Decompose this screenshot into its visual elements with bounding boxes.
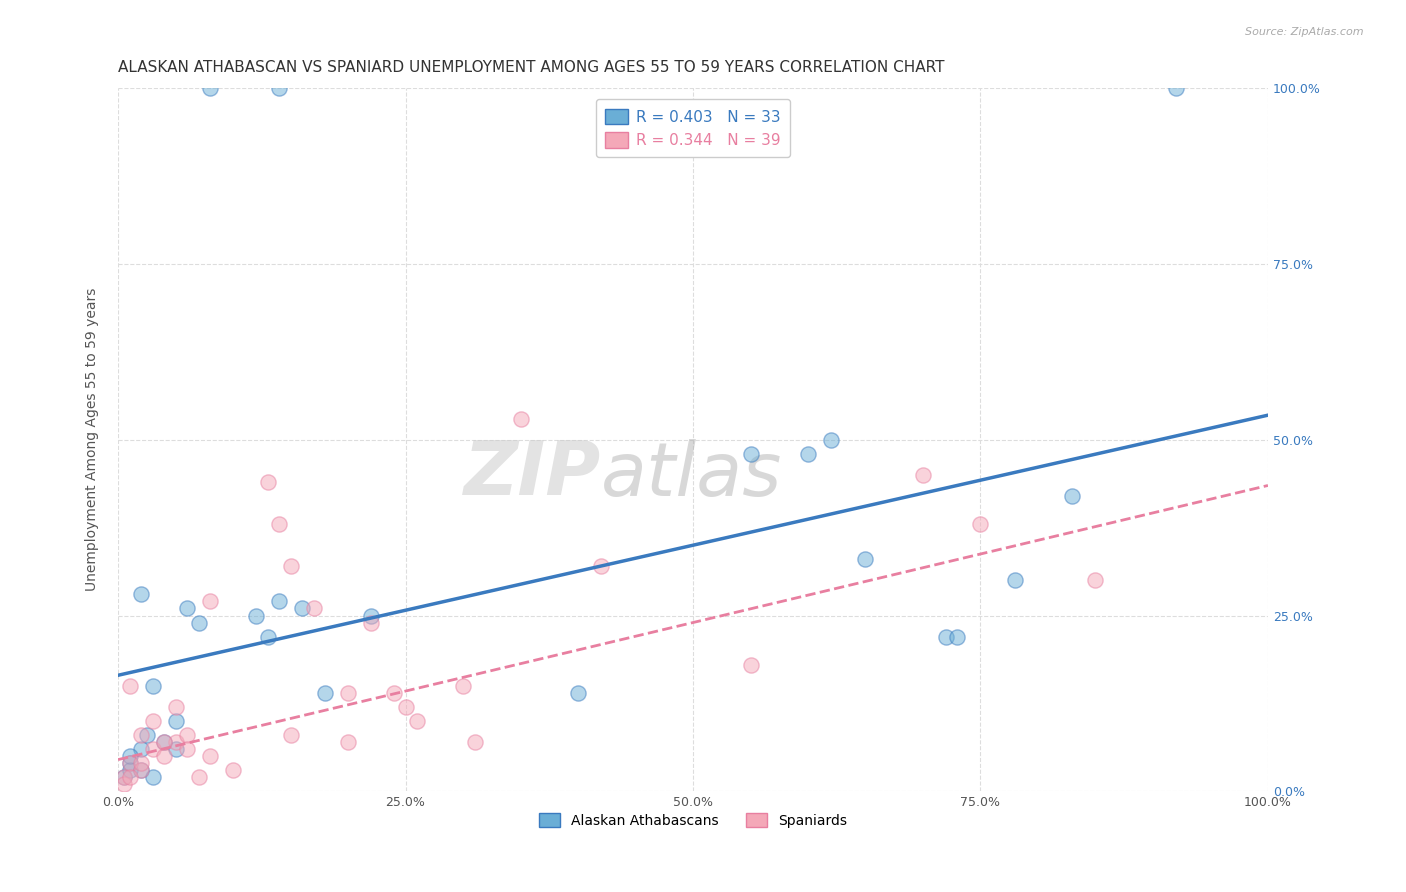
- Point: [911, 467, 934, 482]
- Point: [382, 686, 405, 700]
- Point: [176, 601, 198, 615]
- Point: [509, 411, 531, 425]
- Point: [360, 615, 382, 630]
- Text: ZIP: ZIP: [464, 438, 600, 511]
- Point: [855, 552, 877, 566]
- Point: [337, 686, 360, 700]
- Point: [118, 763, 141, 777]
- Point: [112, 770, 135, 784]
- Point: [394, 699, 416, 714]
- Point: [112, 777, 135, 791]
- Point: [129, 587, 152, 601]
- Point: [129, 763, 152, 777]
- Point: [1164, 81, 1187, 95]
- Point: [198, 81, 221, 95]
- Point: [969, 517, 991, 532]
- Point: [1004, 574, 1026, 588]
- Point: [165, 735, 187, 749]
- Point: [567, 686, 589, 700]
- Point: [153, 735, 176, 749]
- Point: [302, 601, 325, 615]
- Point: [740, 657, 762, 672]
- Point: [129, 756, 152, 771]
- Point: [141, 714, 163, 728]
- Point: [267, 594, 290, 608]
- Point: [256, 475, 278, 489]
- Point: [935, 630, 957, 644]
- Point: [267, 81, 290, 95]
- Point: [165, 742, 187, 756]
- Point: [112, 770, 135, 784]
- Point: [589, 559, 612, 574]
- Point: [337, 735, 360, 749]
- Point: [291, 601, 314, 615]
- Point: [129, 742, 152, 756]
- Point: [280, 728, 302, 742]
- Point: [118, 679, 141, 693]
- Point: [451, 679, 474, 693]
- Point: [165, 714, 187, 728]
- Legend: Alaskan Athabascans, Spaniards: Alaskan Athabascans, Spaniards: [533, 807, 852, 833]
- Point: [222, 763, 245, 777]
- Point: [165, 699, 187, 714]
- Point: [153, 735, 176, 749]
- Point: [797, 447, 820, 461]
- Point: [141, 679, 163, 693]
- Point: [129, 728, 152, 742]
- Point: [314, 686, 336, 700]
- Point: [176, 728, 198, 742]
- Point: [187, 615, 209, 630]
- Point: [256, 630, 278, 644]
- Point: [1084, 574, 1107, 588]
- Point: [946, 630, 969, 644]
- Point: [280, 559, 302, 574]
- Point: [187, 770, 209, 784]
- Point: [198, 594, 221, 608]
- Text: Source: ZipAtlas.com: Source: ZipAtlas.com: [1246, 27, 1364, 37]
- Point: [153, 749, 176, 764]
- Point: [141, 770, 163, 784]
- Point: [1062, 489, 1084, 503]
- Point: [740, 447, 762, 461]
- Point: [198, 749, 221, 764]
- Point: [267, 517, 290, 532]
- Point: [360, 608, 382, 623]
- Point: [141, 742, 163, 756]
- Point: [118, 756, 141, 771]
- Point: [118, 749, 141, 764]
- Point: [118, 756, 141, 771]
- Y-axis label: Unemployment Among Ages 55 to 59 years: Unemployment Among Ages 55 to 59 years: [86, 288, 100, 591]
- Point: [135, 728, 157, 742]
- Point: [463, 735, 485, 749]
- Text: atlas: atlas: [600, 439, 782, 511]
- Point: [245, 608, 267, 623]
- Text: ALASKAN ATHABASCAN VS SPANIARD UNEMPLOYMENT AMONG AGES 55 TO 59 YEARS CORRELATIO: ALASKAN ATHABASCAN VS SPANIARD UNEMPLOYM…: [118, 60, 945, 75]
- Point: [406, 714, 429, 728]
- Point: [176, 742, 198, 756]
- Point: [118, 770, 141, 784]
- Point: [129, 763, 152, 777]
- Point: [820, 433, 842, 447]
